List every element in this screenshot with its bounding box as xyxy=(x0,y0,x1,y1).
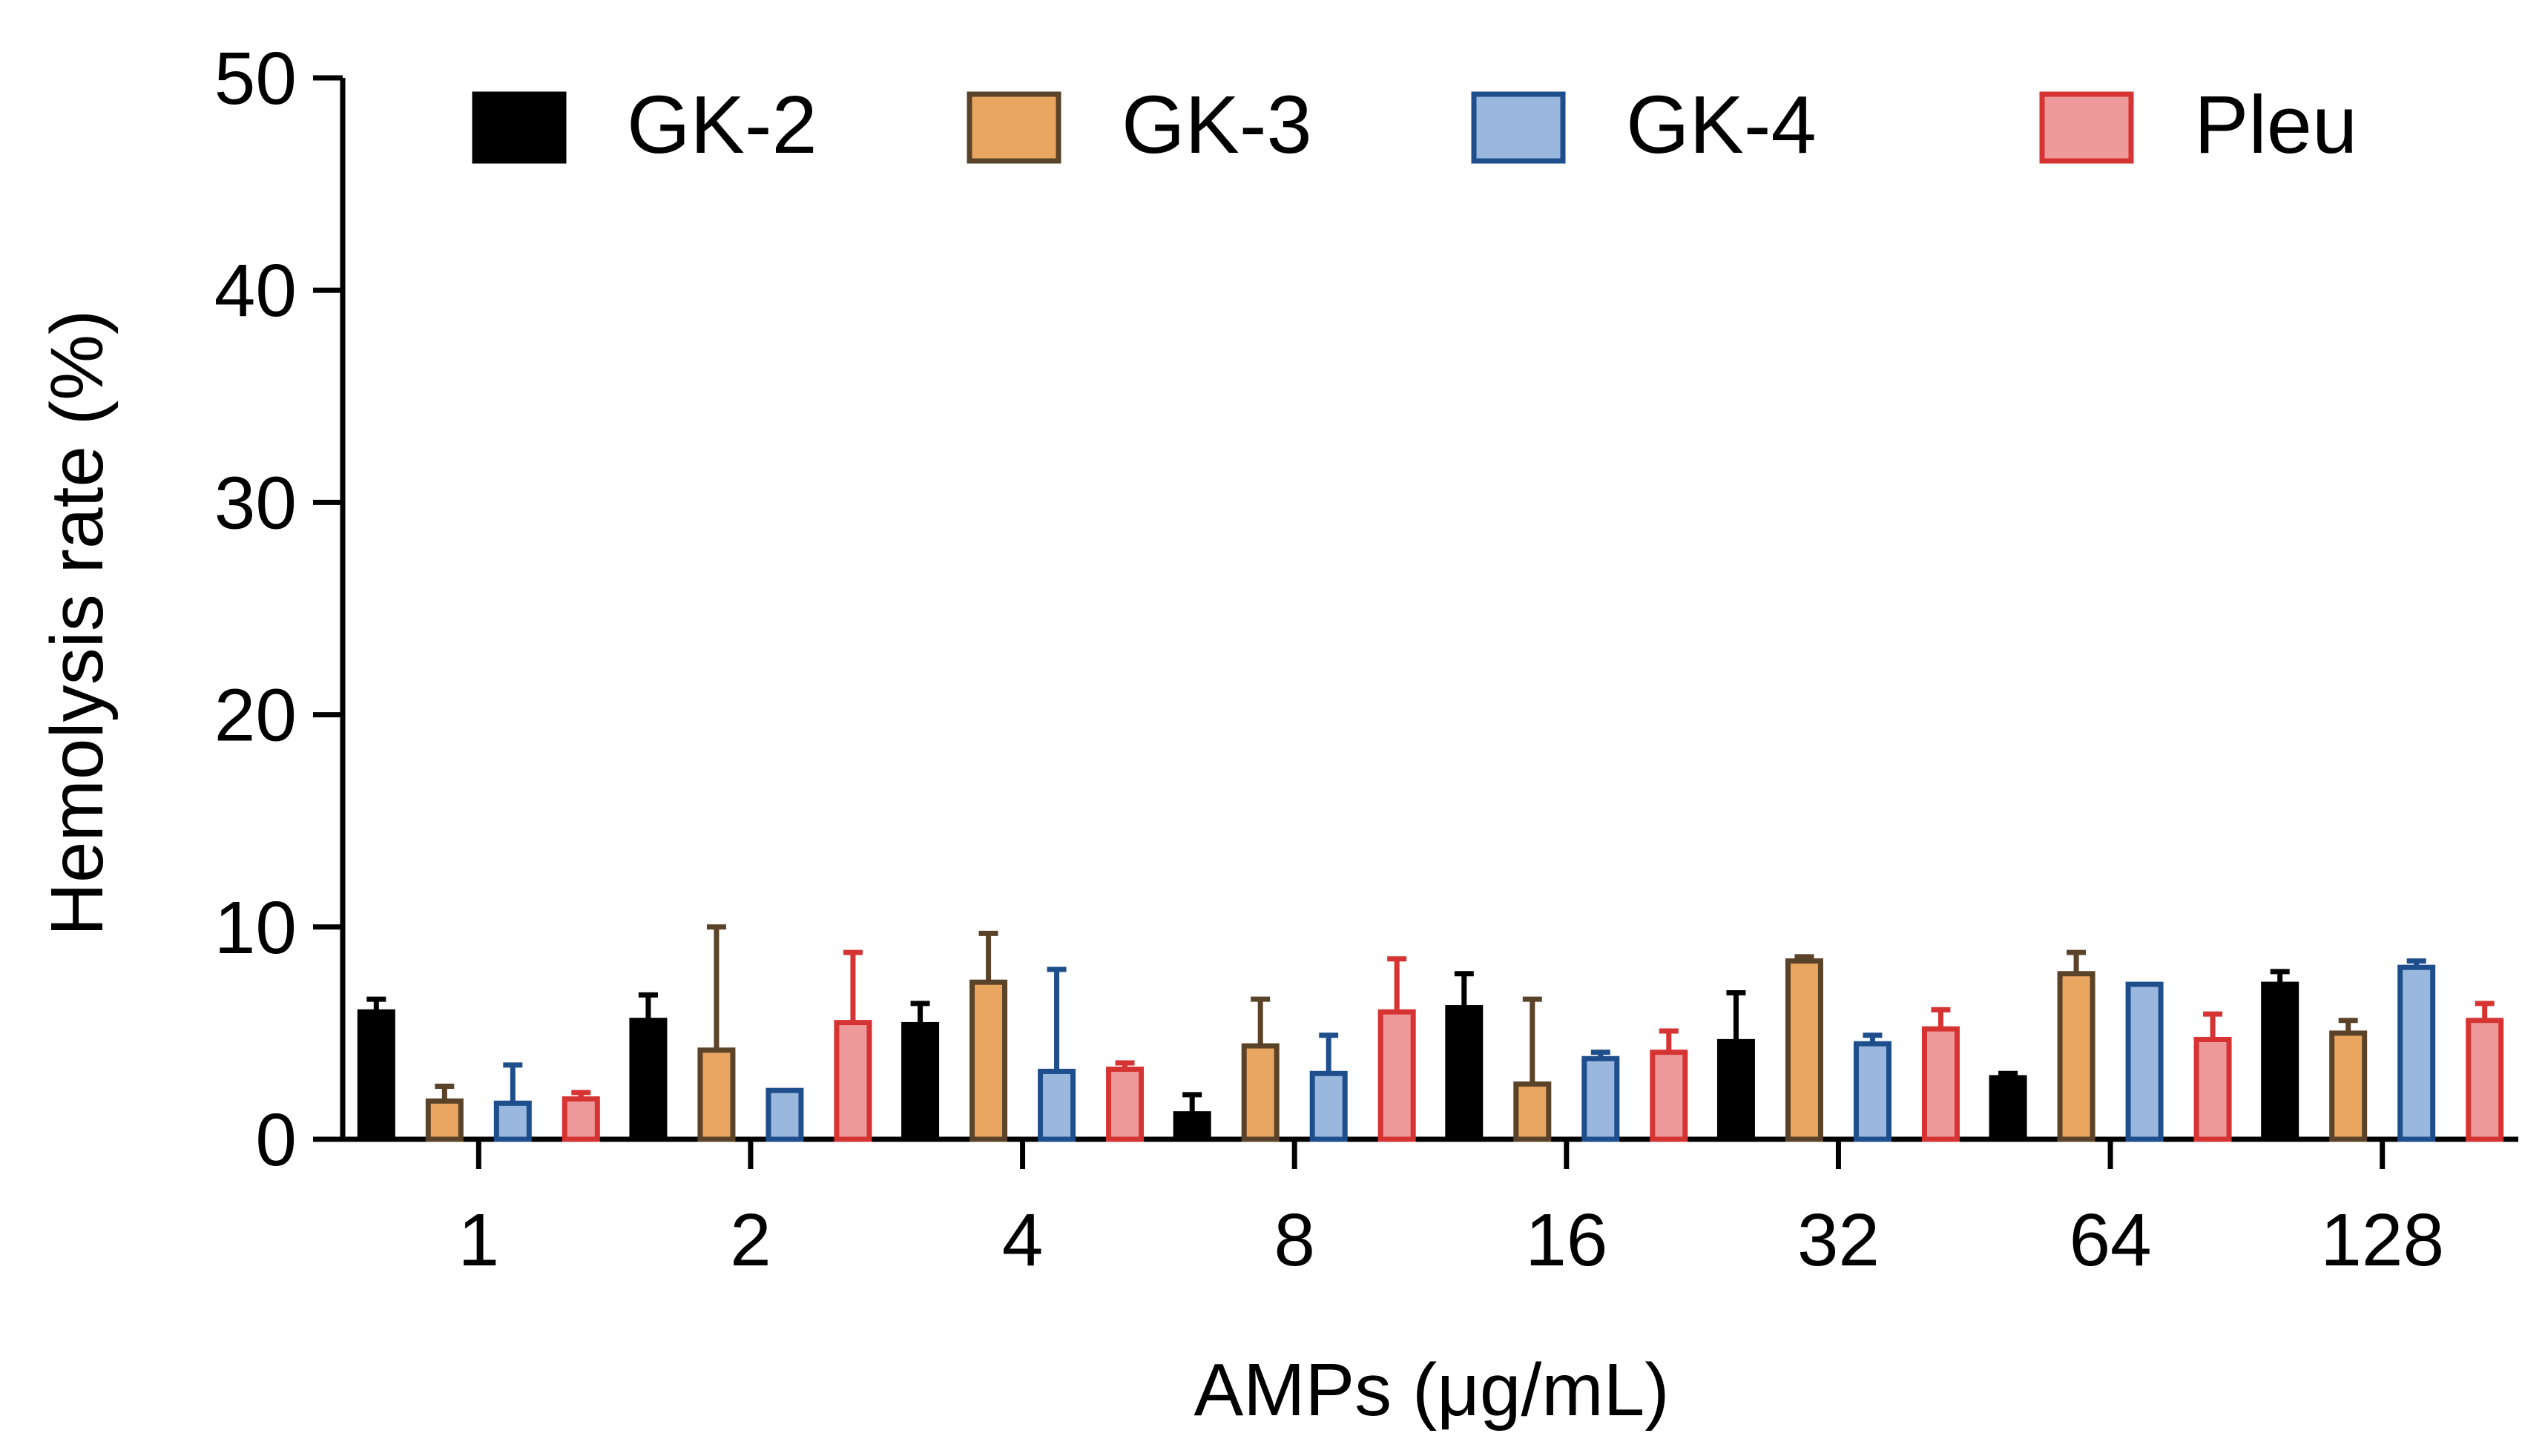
x-tick-label: 8 xyxy=(1274,1199,1315,1282)
bar xyxy=(969,979,1008,1142)
legend-swatch xyxy=(472,91,567,164)
bar xyxy=(1038,1068,1076,1142)
bar xyxy=(1581,1055,1620,1142)
legend-swatch xyxy=(2039,91,2134,164)
bar xyxy=(1445,1005,1484,1142)
bar xyxy=(357,1009,395,1142)
legend-swatch xyxy=(1471,91,1566,164)
legend-label: GK-2 xyxy=(627,79,817,171)
legend: GK-2 GK-3 GK-4 Pleu xyxy=(472,79,2357,171)
bar xyxy=(1716,1038,1755,1142)
bar xyxy=(1921,1026,1960,1142)
y-tick-label: 30 xyxy=(214,461,297,544)
legend-label: GK-4 xyxy=(1626,79,1817,171)
bar xyxy=(1377,1009,1416,1142)
bar xyxy=(1785,958,1823,1142)
x-tick-label: 128 xyxy=(2320,1199,2444,1282)
x-tick-label: 64 xyxy=(2069,1199,2151,1282)
bar xyxy=(2466,1018,2504,1142)
bar xyxy=(1989,1075,2027,1142)
bars-group xyxy=(357,924,2504,1142)
bar xyxy=(901,1021,940,1142)
x-tick-label: 16 xyxy=(1525,1199,1607,1282)
bar xyxy=(2193,1036,2232,1142)
y-axis-title: Hemolysis rate (%) xyxy=(36,310,119,937)
legend-label: GK-3 xyxy=(1122,79,1312,171)
bar xyxy=(1241,1043,1280,1142)
y-tick-label: 50 xyxy=(214,37,297,120)
axis-titles: Hemolysis rate (%) AMPs (μg/mL) xyxy=(36,310,1670,1432)
bar xyxy=(834,1020,872,1142)
bar xyxy=(1309,1070,1348,1142)
bar xyxy=(425,1098,464,1142)
bar xyxy=(1106,1067,1145,1142)
bar xyxy=(1513,1081,1552,1142)
bar xyxy=(2125,981,2164,1142)
bar xyxy=(562,1096,600,1142)
bar xyxy=(1173,1111,1211,1142)
bar xyxy=(493,1100,532,1142)
bar xyxy=(766,1087,804,1142)
bar xyxy=(1853,1041,1892,1142)
legend-label: Pleu xyxy=(2194,79,2357,171)
bar xyxy=(629,1018,668,1142)
x-tick-label: 32 xyxy=(1797,1199,1880,1282)
x-axis-title: AMPs (μg/mL) xyxy=(1194,1348,1669,1432)
y-tick-label: 20 xyxy=(214,674,297,757)
x-tick-label: 4 xyxy=(1002,1199,1044,1282)
y-tick-label: 10 xyxy=(214,886,297,969)
y-tick-label: 40 xyxy=(214,249,297,332)
bar xyxy=(697,1047,736,1142)
y-tick-label: 0 xyxy=(255,1098,297,1182)
bar xyxy=(1650,1050,1688,1142)
x-tick-label: 2 xyxy=(730,1199,771,1282)
x-tick-label: 1 xyxy=(458,1199,500,1282)
bar xyxy=(2397,964,2436,1142)
bar xyxy=(2057,971,2095,1142)
axes-group: 0 10 20 30 40 50 1 2 4 8 16 32 64 128 xyxy=(214,37,2518,1282)
bar xyxy=(2261,981,2299,1142)
legend-swatch xyxy=(967,91,1061,164)
bar xyxy=(2329,1030,2368,1142)
